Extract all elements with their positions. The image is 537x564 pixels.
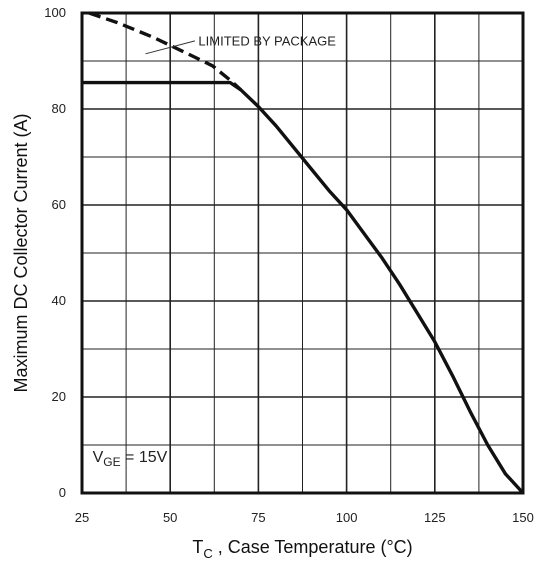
x-tick-label: 50 (163, 510, 177, 525)
annotation-vge-rest: = 15V (121, 449, 168, 466)
x-tick-label: 100 (336, 510, 358, 525)
x-axis-title: TC , Case Temperature (°C) (192, 537, 412, 561)
y-tick-label: 20 (52, 389, 66, 404)
plot-frame (80, 11, 525, 495)
y-tick-label: 0 (59, 485, 66, 500)
x-tick-label: 150 (512, 510, 534, 525)
y-axis-title: Maximum DC Collector Current (A) (11, 113, 31, 392)
x-tick-label: 125 (424, 510, 446, 525)
y-tick-label: 40 (52, 293, 66, 308)
tick-labels: 25 50 75 100 125 150 0 20 40 60 80 100 (44, 5, 534, 525)
y-tick-label: 100 (44, 5, 66, 20)
series-layer (82, 11, 525, 495)
grid (82, 13, 523, 493)
annotation-limited-by-package: LIMITED BY PACKAGE (198, 34, 336, 49)
y-tick-label: 60 (52, 197, 66, 212)
x-tick-label: 25 (75, 510, 89, 525)
annotation-vge-condition: VGE = 15V (93, 449, 168, 469)
package-limit-dashed-line (88, 11, 242, 92)
x-tick-label: 75 (251, 510, 265, 525)
x-axis-title-sub: C (203, 546, 212, 561)
current-derating-curve (82, 80, 525, 495)
x-axis-title-main: T (192, 537, 203, 557)
annotation-vge-sub: GE (103, 455, 120, 469)
y-tick-label: 80 (52, 101, 66, 116)
x-axis-title-rest: , Case Temperature (°C) (213, 537, 413, 557)
annotation-leader-line (145, 40, 196, 55)
annotation-vge-main: V (93, 449, 104, 466)
